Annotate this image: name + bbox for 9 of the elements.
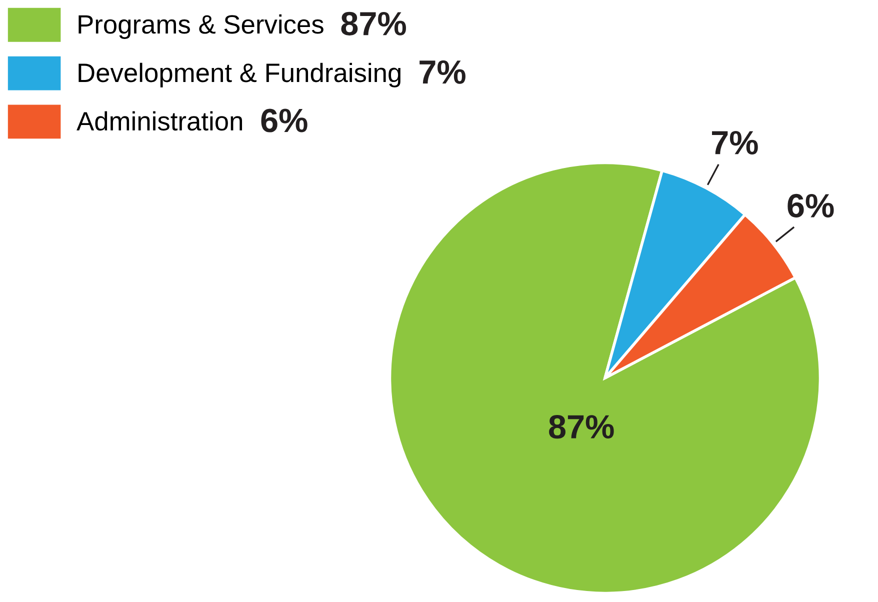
- text: 87%: [341, 12, 406, 36]
- legend-label: Development & Fundraising: [78, 62, 400, 88]
- text: 7%: [420, 60, 466, 84]
- data-label: 87%: [549, 415, 614, 439]
- legend-label: Programs & Services: [78, 14, 324, 39]
- data-label: 6%: [788, 194, 834, 218]
- text: 6%: [261, 108, 308, 132]
- legend-label: Administration: [76, 111, 242, 131]
- data-label: 7%: [712, 130, 758, 154]
